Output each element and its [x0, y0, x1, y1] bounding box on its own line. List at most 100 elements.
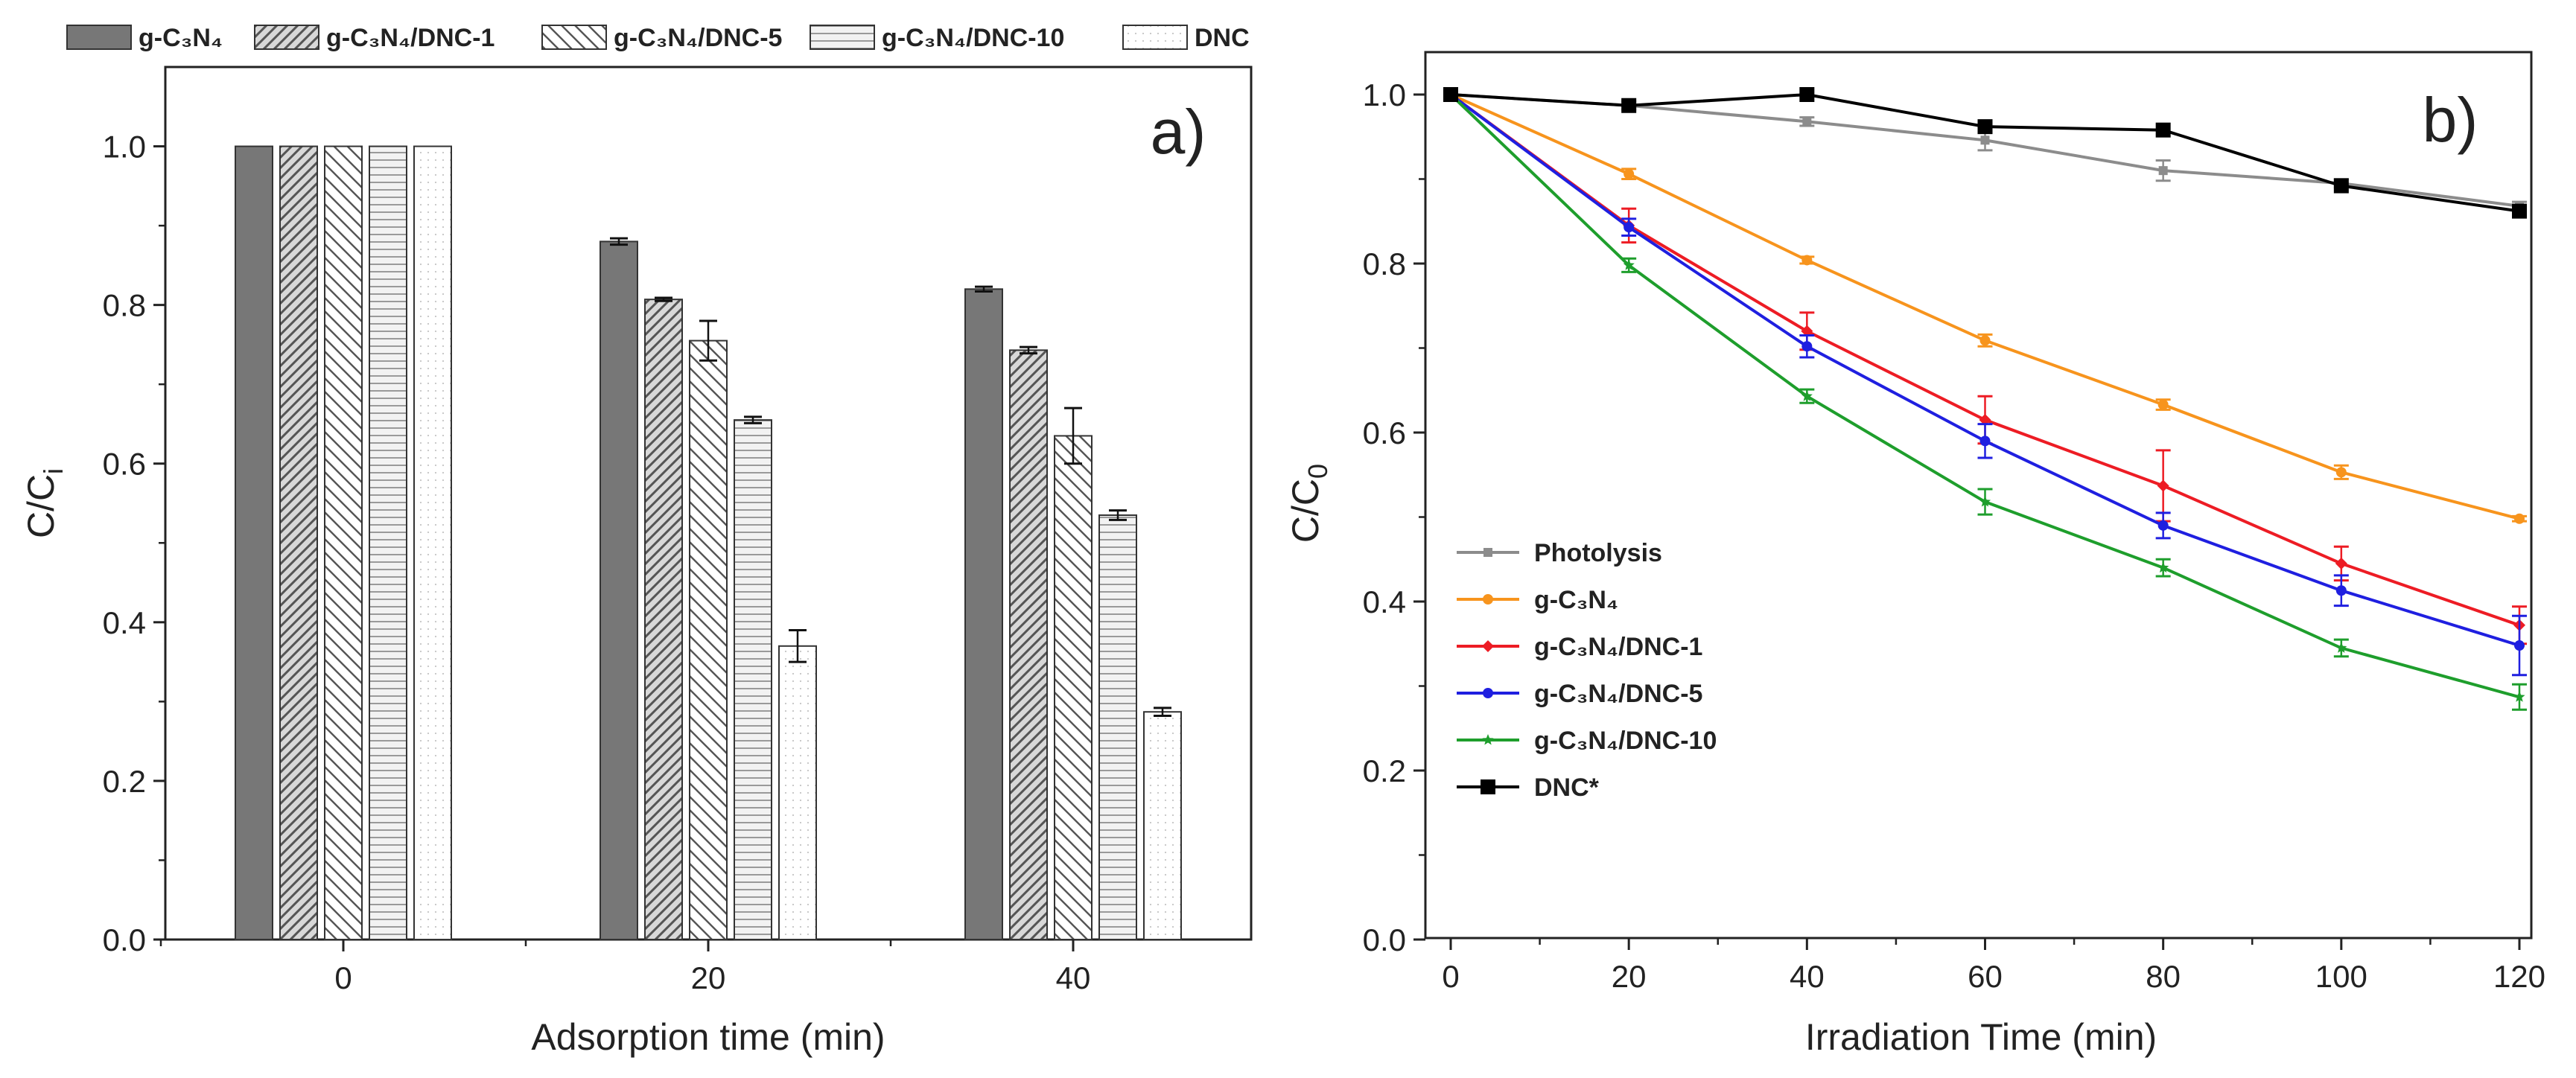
bar [1098, 514, 1137, 940]
panel-label-a: a) [1151, 97, 1206, 167]
line-series-b [1443, 87, 2527, 711]
data-point [2157, 520, 2169, 531]
bar [369, 145, 407, 941]
legend-label-a: g-C₃N₄/DNC-10 [882, 24, 1064, 52]
data-point [1799, 87, 1815, 102]
legend-swatch-a [1122, 25, 1188, 50]
data-point [1623, 168, 1635, 179]
data-point [1979, 496, 1991, 507]
legend-swatch-a [254, 25, 319, 50]
y-tick-label-a: 0.4 [103, 605, 146, 640]
x-tick-label-b: 40 [1790, 959, 1825, 994]
bar [1143, 711, 1182, 940]
data-point [1979, 335, 1991, 346]
x-tick-label-a: 20 [691, 960, 726, 995]
legend-swatch-a [541, 25, 607, 50]
data-point [2514, 513, 2525, 524]
ticks-b: 0.0 0.2 0.4 0.6 0.8 1.0 0 20 40 60 80 100 120 [1363, 77, 2545, 994]
data-point [1483, 548, 1492, 557]
bar [1054, 435, 1093, 940]
x-tick-label-b: 120 [2493, 959, 2545, 994]
y-tick-label-b: 0.4 [1363, 584, 1406, 619]
data-point [1621, 98, 1637, 113]
panel-a-bar-chart: g-C₃N₄ g-C₃N₄/DNC-1 g-C₃N₄/DNC-5 g-C₃N₄/DNC… [20, 24, 1253, 1058]
data-point [1481, 779, 1495, 794]
data-point [2335, 557, 2347, 570]
series-line [1450, 92, 2520, 213]
data-point [2335, 585, 2347, 596]
y-axis-label-a-sub: i [38, 468, 69, 474]
bar [235, 145, 273, 941]
y-tick-label-a: 0.0 [103, 922, 146, 957]
x-tick-label-b: 80 [2146, 959, 2181, 994]
bar [1009, 349, 1048, 941]
data-point [2157, 561, 2169, 573]
data-point [2157, 399, 2169, 410]
x-tick-label-b: 100 [2315, 959, 2367, 994]
data-point [2513, 691, 2525, 702]
y-tick-label-a: 1.0 [103, 130, 146, 165]
data-point [2514, 640, 2525, 651]
data-point [1980, 135, 1990, 145]
x-tick-label-a: 40 [1056, 960, 1091, 995]
series-4 [1445, 89, 2527, 711]
y-tick-label-b: 1.0 [1363, 77, 1406, 112]
y-axis-label-b-main: C/C [1285, 479, 1326, 543]
x-tick-label-b: 20 [1612, 959, 1647, 994]
legend-label-a: DNC [1195, 24, 1250, 52]
data-point [2155, 122, 2171, 138]
legend-label-b: Photolysis [1534, 539, 1662, 567]
legend-label-b: g-C₃N₄/DNC-10 [1534, 727, 1717, 755]
bar [600, 240, 638, 940]
data-point [1977, 119, 1993, 135]
y-tick-label-a: 0.2 [103, 764, 146, 799]
data-point [1979, 413, 1991, 426]
panel-b-line-chart: 0.0 0.2 0.4 0.6 0.8 1.0 0 20 40 60 80 100 120 Photol… [1285, 51, 2545, 1058]
y-tick-label-b: 0.8 [1363, 246, 1406, 281]
legend-a: g-C₃N₄ g-C₃N₄/DNC-1 g-C₃N₄/DNC-5 g-C₃N₄/DNC… [66, 24, 1250, 52]
legend-label-a: g-C₃N₄/DNC-1 [326, 24, 494, 52]
bar [279, 145, 318, 941]
legend-b: Photolysis g-C₃N₄ g-C₃N₄/DNC-1 g-C₃N₄/DNC-5… [1457, 539, 1717, 802]
legend-label-a: g-C₃N₄/DNC-5 [614, 24, 782, 52]
data-point [1801, 255, 1813, 266]
data-point [1801, 341, 1813, 352]
y-axis-label-a: C/Ci [20, 468, 69, 538]
data-point [1483, 688, 1493, 698]
bar-group-a [235, 145, 1182, 941]
data-point [1443, 87, 1458, 102]
y-axis-label-b-sub: 0 [1303, 464, 1333, 479]
x-axis-label-b: Irradiation Time (min) [1805, 1016, 2157, 1058]
data-point [2158, 166, 2168, 176]
data-point [2512, 203, 2527, 219]
legend-label-b: g-C₃N₄/DNC-5 [1534, 680, 1702, 708]
x-tick-label-b: 60 [1968, 959, 2003, 994]
panel-label-b: b) [2423, 85, 2478, 155]
data-point [1623, 222, 1635, 233]
data-point [1979, 436, 1991, 447]
data-point [1802, 117, 1812, 127]
data-point [2335, 467, 2347, 478]
data-point [1801, 325, 1813, 337]
ticks-a: 0.0 0.2 0.4 0.6 0.8 1.0 0 20 40 [103, 130, 1091, 995]
data-point [1482, 734, 1494, 745]
data-point [1801, 390, 1813, 401]
series-1 [1446, 89, 2527, 524]
bar [778, 645, 817, 940]
data-point [2333, 178, 2349, 194]
y-tick-label-b: 0.0 [1363, 922, 1406, 957]
legend-label-b: g-C₃N₄/DNC-1 [1534, 633, 1702, 661]
bar [644, 299, 683, 941]
data-point [1483, 594, 1493, 605]
series-5 [1443, 87, 2527, 219]
data-point [2335, 642, 2347, 653]
x-tick-label-b: 0 [1442, 959, 1459, 994]
y-tick-label-a: 0.8 [103, 288, 146, 323]
bar [734, 419, 772, 940]
series-0 [1446, 90, 2527, 211]
y-tick-label-b: 0.2 [1363, 753, 1406, 788]
legend-label-a: g-C₃N₄ [139, 24, 223, 52]
y-tick-label-a: 0.6 [103, 447, 146, 482]
y-axis-label-a-main: C/C [20, 474, 62, 538]
